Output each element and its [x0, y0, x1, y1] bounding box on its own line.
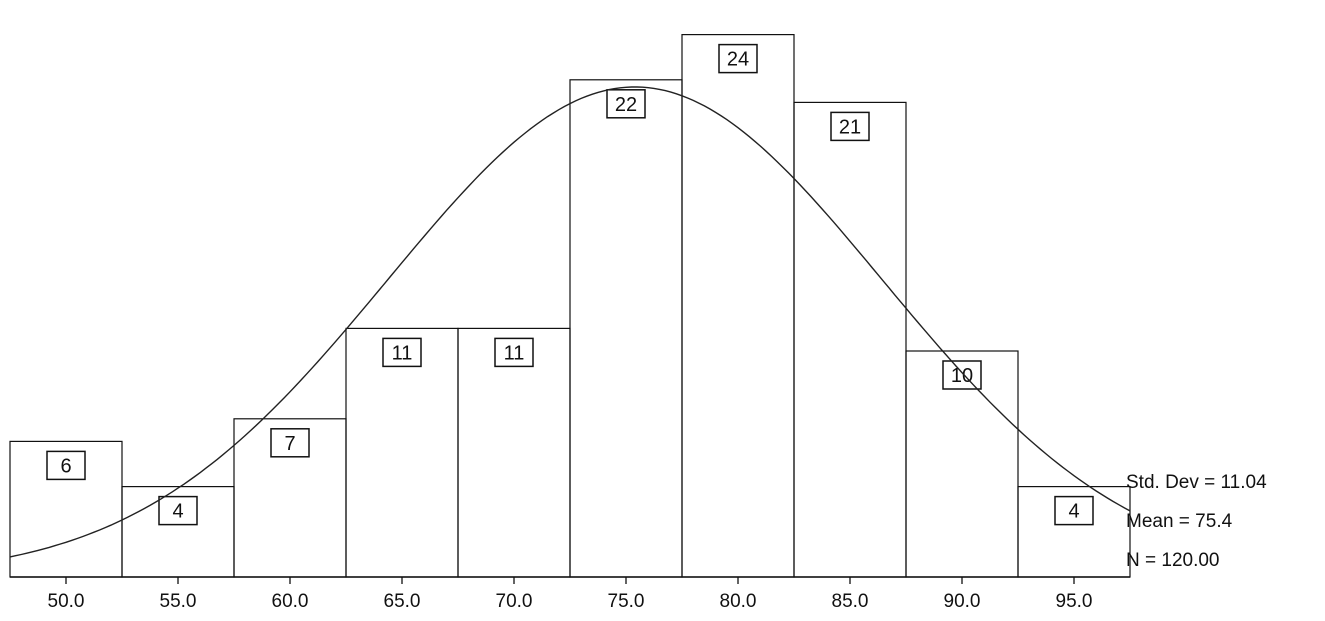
- x-tick-label: 75.0: [608, 591, 645, 612]
- bar-count-label: 7: [284, 433, 295, 455]
- bars-group: [9, 33, 1131, 578]
- bar-count-box: [270, 428, 310, 458]
- bar-count-label: 4: [1068, 501, 1079, 523]
- x-tick-label: 70.0: [496, 591, 533, 612]
- x-axis-ticks-group: 50.0 55.0 60.0 65.0 70.0 75.0 80.0 85.0 90.0 95.0: [48, 577, 1093, 612]
- bar-count-box: [830, 111, 870, 142]
- x-tick-label: 95.0: [1056, 591, 1093, 612]
- histogram-bar: [681, 33, 795, 578]
- x-tick-label: 90.0: [944, 591, 981, 612]
- bar-count-box: [606, 89, 646, 119]
- normal-curve: [9, 86, 1131, 558]
- bar-count-label: 11: [392, 342, 413, 364]
- bar-count-label: 11: [504, 342, 525, 364]
- bar-labels-group: 6 4 7 11 11 22 24 21 10 4: [46, 43, 1094, 526]
- histogram-bar: [569, 79, 683, 578]
- x-tick-label: 85.0: [832, 591, 869, 612]
- bar-count-box: [942, 360, 982, 390]
- x-tick-label: 80.0: [720, 591, 757, 612]
- bar-count-box: [494, 337, 534, 368]
- bar-count-box: [1054, 495, 1094, 526]
- bar-count-label: 10: [951, 365, 973, 387]
- x-tick-label: 65.0: [384, 591, 421, 612]
- x-tick-label: 55.0: [160, 591, 197, 612]
- bar-count-box: [158, 495, 198, 526]
- x-tick-label: 60.0: [272, 591, 309, 612]
- bar-count-box: [382, 337, 422, 368]
- n-label: N = 120.00: [1126, 550, 1220, 571]
- bar-count-label: 21: [839, 116, 861, 138]
- bar-count-label: 6: [60, 455, 71, 477]
- bar-count-label: 4: [172, 501, 183, 523]
- histogram-bar: [793, 101, 907, 578]
- x-tick-label: 50.0: [48, 591, 85, 612]
- bar-count-box: [718, 43, 758, 74]
- bar-count-label: 24: [727, 49, 749, 71]
- bar-count-label: 22: [615, 94, 637, 116]
- mean-label: Mean = 75.4: [1126, 511, 1233, 532]
- std-dev-label: Std. Dev = 11.04: [1126, 472, 1267, 493]
- bar-count-box: [46, 450, 86, 481]
